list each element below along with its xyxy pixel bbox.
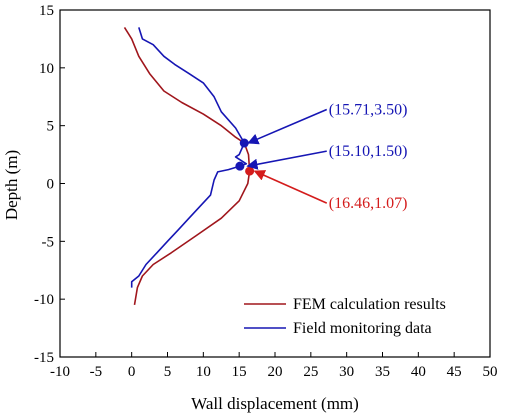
- annotation-label: (15.71,3.50): [329, 101, 408, 118]
- data-marker: [235, 161, 245, 171]
- data-marker: [245, 166, 255, 176]
- x-tick-label: 20: [268, 364, 283, 380]
- y-tick-label: 15: [39, 3, 54, 19]
- x-tick-label: 35: [375, 364, 390, 380]
- y-axis-title: Depth (m): [2, 150, 21, 220]
- data-marker: [239, 138, 249, 148]
- legend: FEM calculation results Field monitoring…: [244, 296, 446, 337]
- x-tick-label: 40: [411, 364, 426, 380]
- x-axis-title: Wall displacement (mm): [191, 394, 359, 413]
- y-tick-label: -10: [34, 292, 54, 308]
- legend-label-fem: FEM calculation results: [293, 296, 446, 313]
- y-tick-label: 5: [47, 119, 55, 135]
- x-tick-label: 30: [339, 364, 354, 380]
- x-tick-label: 10: [196, 364, 211, 380]
- series-line-fem: [123, 26, 251, 306]
- annotation-arrow: [247, 108, 328, 145]
- series-line-field: [130, 27, 248, 288]
- x-tick-label: 25: [303, 364, 318, 380]
- x-tick-label: 45: [447, 364, 462, 380]
- x-tick-label: -10: [50, 364, 70, 380]
- annotation-arrow: [246, 150, 327, 170]
- y-tick-label: -15: [34, 350, 54, 366]
- x-tick-label: 0: [128, 364, 136, 380]
- legend-label-field: Field monitoring data: [293, 320, 432, 337]
- marker-layer: [235, 138, 255, 176]
- x-tick-label: -5: [90, 364, 103, 380]
- y-tick-label: 10: [39, 61, 54, 77]
- annotation-arrow: [253, 170, 328, 204]
- x-tick-label: 5: [164, 364, 172, 380]
- y-tick-label: -5: [42, 234, 55, 250]
- annotation-label: (15.10,1.50): [329, 143, 408, 160]
- x-tick-label: 15: [232, 364, 247, 380]
- x-tick-label: 50: [483, 364, 498, 380]
- y-tick-label: 0: [47, 177, 55, 193]
- annotation-layer: (15.71,3.50) (15.10,1.50) (16.46,1.07): [246, 101, 408, 212]
- annotation-label: (16.46,1.07): [329, 195, 408, 212]
- series-layer: [123, 26, 251, 306]
